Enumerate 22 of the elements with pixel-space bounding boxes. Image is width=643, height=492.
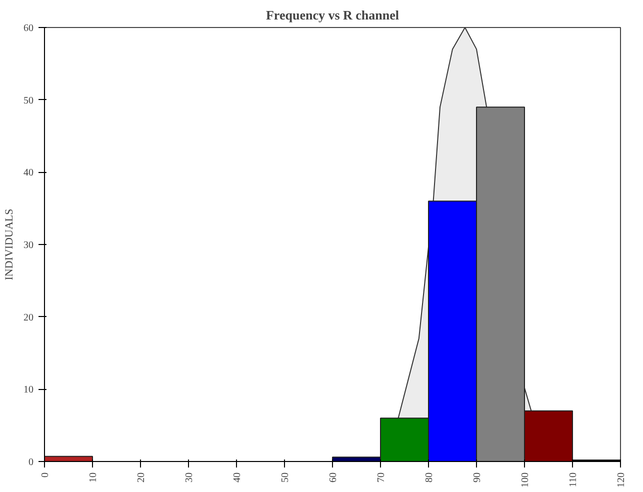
- y-tick-label: 40: [24, 168, 34, 179]
- y-tick-label: 0: [28, 457, 34, 468]
- x-tick-label: 50: [280, 472, 291, 482]
- x-tick-label: 10: [88, 472, 99, 482]
- y-tick-label: 30: [24, 240, 34, 251]
- y-tick-label: 50: [24, 95, 34, 106]
- x-tick-label: 60: [328, 472, 339, 482]
- y-tick-label: 10: [24, 384, 34, 396]
- y-tick-label: 20: [24, 312, 34, 324]
- y-axis-title: INDIVIDUALS: [4, 208, 16, 280]
- x-tick-label: 80: [424, 472, 435, 482]
- chart-title: Frequency vs R channel: [266, 8, 400, 22]
- x-tick-label: 0: [40, 472, 51, 478]
- x-tick-label: 110: [568, 472, 579, 488]
- x-tick-label: 40: [232, 472, 243, 482]
- x-tick-label: 100: [520, 472, 531, 488]
- x-tick-label: 120: [616, 472, 627, 488]
- x-tick-label: 30: [184, 472, 195, 482]
- y-tick-label: 60: [24, 23, 34, 34]
- x-tick-label: 20: [136, 472, 147, 482]
- x-tick-label: 90: [472, 472, 483, 482]
- x-tick-label: 70: [376, 472, 387, 482]
